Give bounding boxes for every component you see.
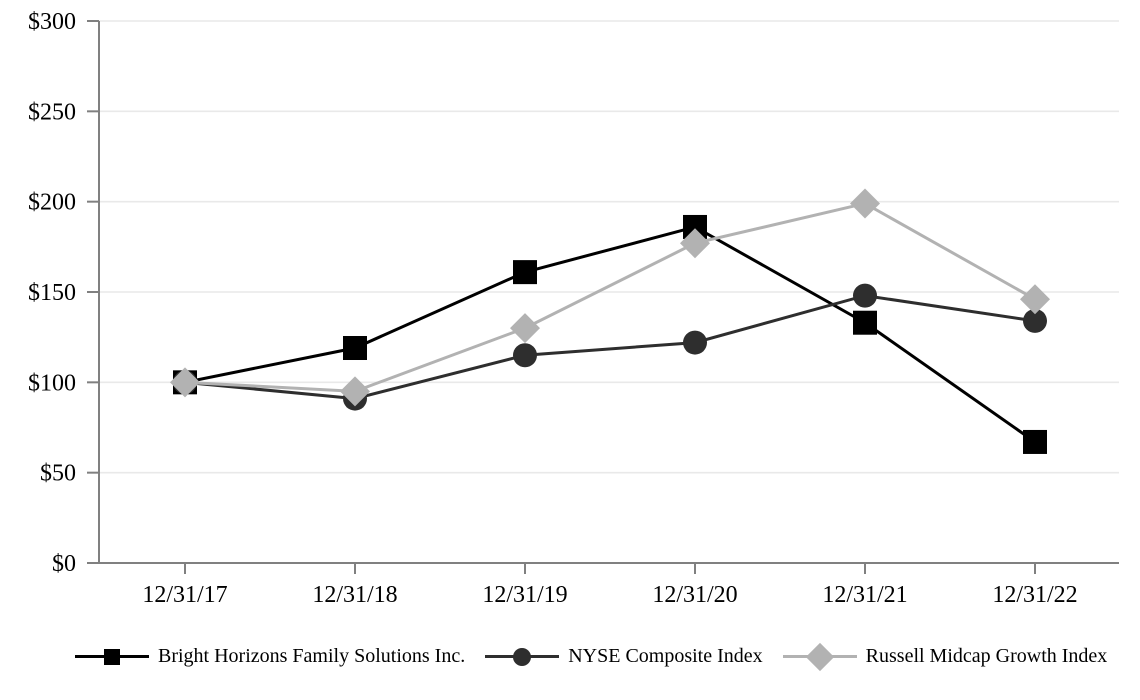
diamond-marker-icon <box>850 188 880 219</box>
y-axis-label: $50 <box>40 461 76 487</box>
circle-marker-icon <box>513 647 532 666</box>
y-axis-label: $300 <box>28 9 76 35</box>
x-axis-label: 12/31/20 <box>652 582 737 608</box>
legend-item-bright-horizons: Bright Horizons Family Solutions Inc. <box>75 645 465 668</box>
series-circle <box>173 283 1047 411</box>
square-marker-icon <box>104 648 120 665</box>
series-square <box>173 214 1047 454</box>
chart-legend: Bright Horizons Family Solutions Inc. NY… <box>75 642 1108 671</box>
circle-marker-icon <box>1023 308 1047 333</box>
x-axis-label: 12/31/17 <box>142 582 227 608</box>
legend-label-russell-midcap: Russell Midcap Growth Index <box>865 645 1108 667</box>
x-axis-label: 12/31/21 <box>822 582 907 608</box>
legend-item-russell-midcap: Russell Midcap Growth Index <box>782 642 1108 671</box>
diamond-marker-icon <box>170 367 200 398</box>
diamond-marker-icon <box>805 642 834 671</box>
x-axis-label: 12/31/18 <box>312 582 397 608</box>
y-axis-label: $100 <box>28 370 76 396</box>
square-marker-icon <box>513 260 537 285</box>
series-diamond <box>170 188 1050 407</box>
legend-line-sample <box>485 647 560 666</box>
circle-marker-icon <box>853 283 877 308</box>
legend-label-bright-horizons: Bright Horizons Family Solutions Inc. <box>158 645 466 667</box>
legend-line-sample <box>75 648 149 665</box>
legend-item-nyse-composite: NYSE Composite Index <box>485 645 763 668</box>
legend-label-nyse-composite: NYSE Composite Index <box>568 645 763 667</box>
circle-marker-icon <box>683 330 707 355</box>
y-axis-ticks: $0 $50 $100 $150 $200 $250 $300 <box>28 9 99 577</box>
x-axis-label: 12/31/22 <box>992 582 1077 608</box>
y-axis-label: $250 <box>28 99 76 125</box>
series-line <box>184 201 1036 393</box>
diamond-marker-icon <box>340 376 370 407</box>
diamond-marker-icon <box>1020 284 1050 315</box>
x-axis-label: 12/31/19 <box>482 582 567 608</box>
diamond-marker-icon <box>680 228 710 259</box>
diamond-marker-icon <box>510 313 540 344</box>
series-line <box>184 225 1036 444</box>
legend-line-sample <box>782 642 857 671</box>
series-line <box>184 294 1036 401</box>
square-marker-icon <box>1023 429 1047 454</box>
y-axis-label: $200 <box>28 190 76 216</box>
gridlines <box>99 20 1119 474</box>
y-axis-label: $0 <box>52 551 76 577</box>
square-marker-icon <box>853 310 877 335</box>
square-marker-icon <box>343 336 367 361</box>
y-axis-label: $150 <box>28 280 76 306</box>
x-axis-ticks: 12/31/17 12/31/18 12/31/19 12/31/20 12/31/21… <box>142 563 1078 608</box>
circle-marker-icon <box>513 343 537 368</box>
